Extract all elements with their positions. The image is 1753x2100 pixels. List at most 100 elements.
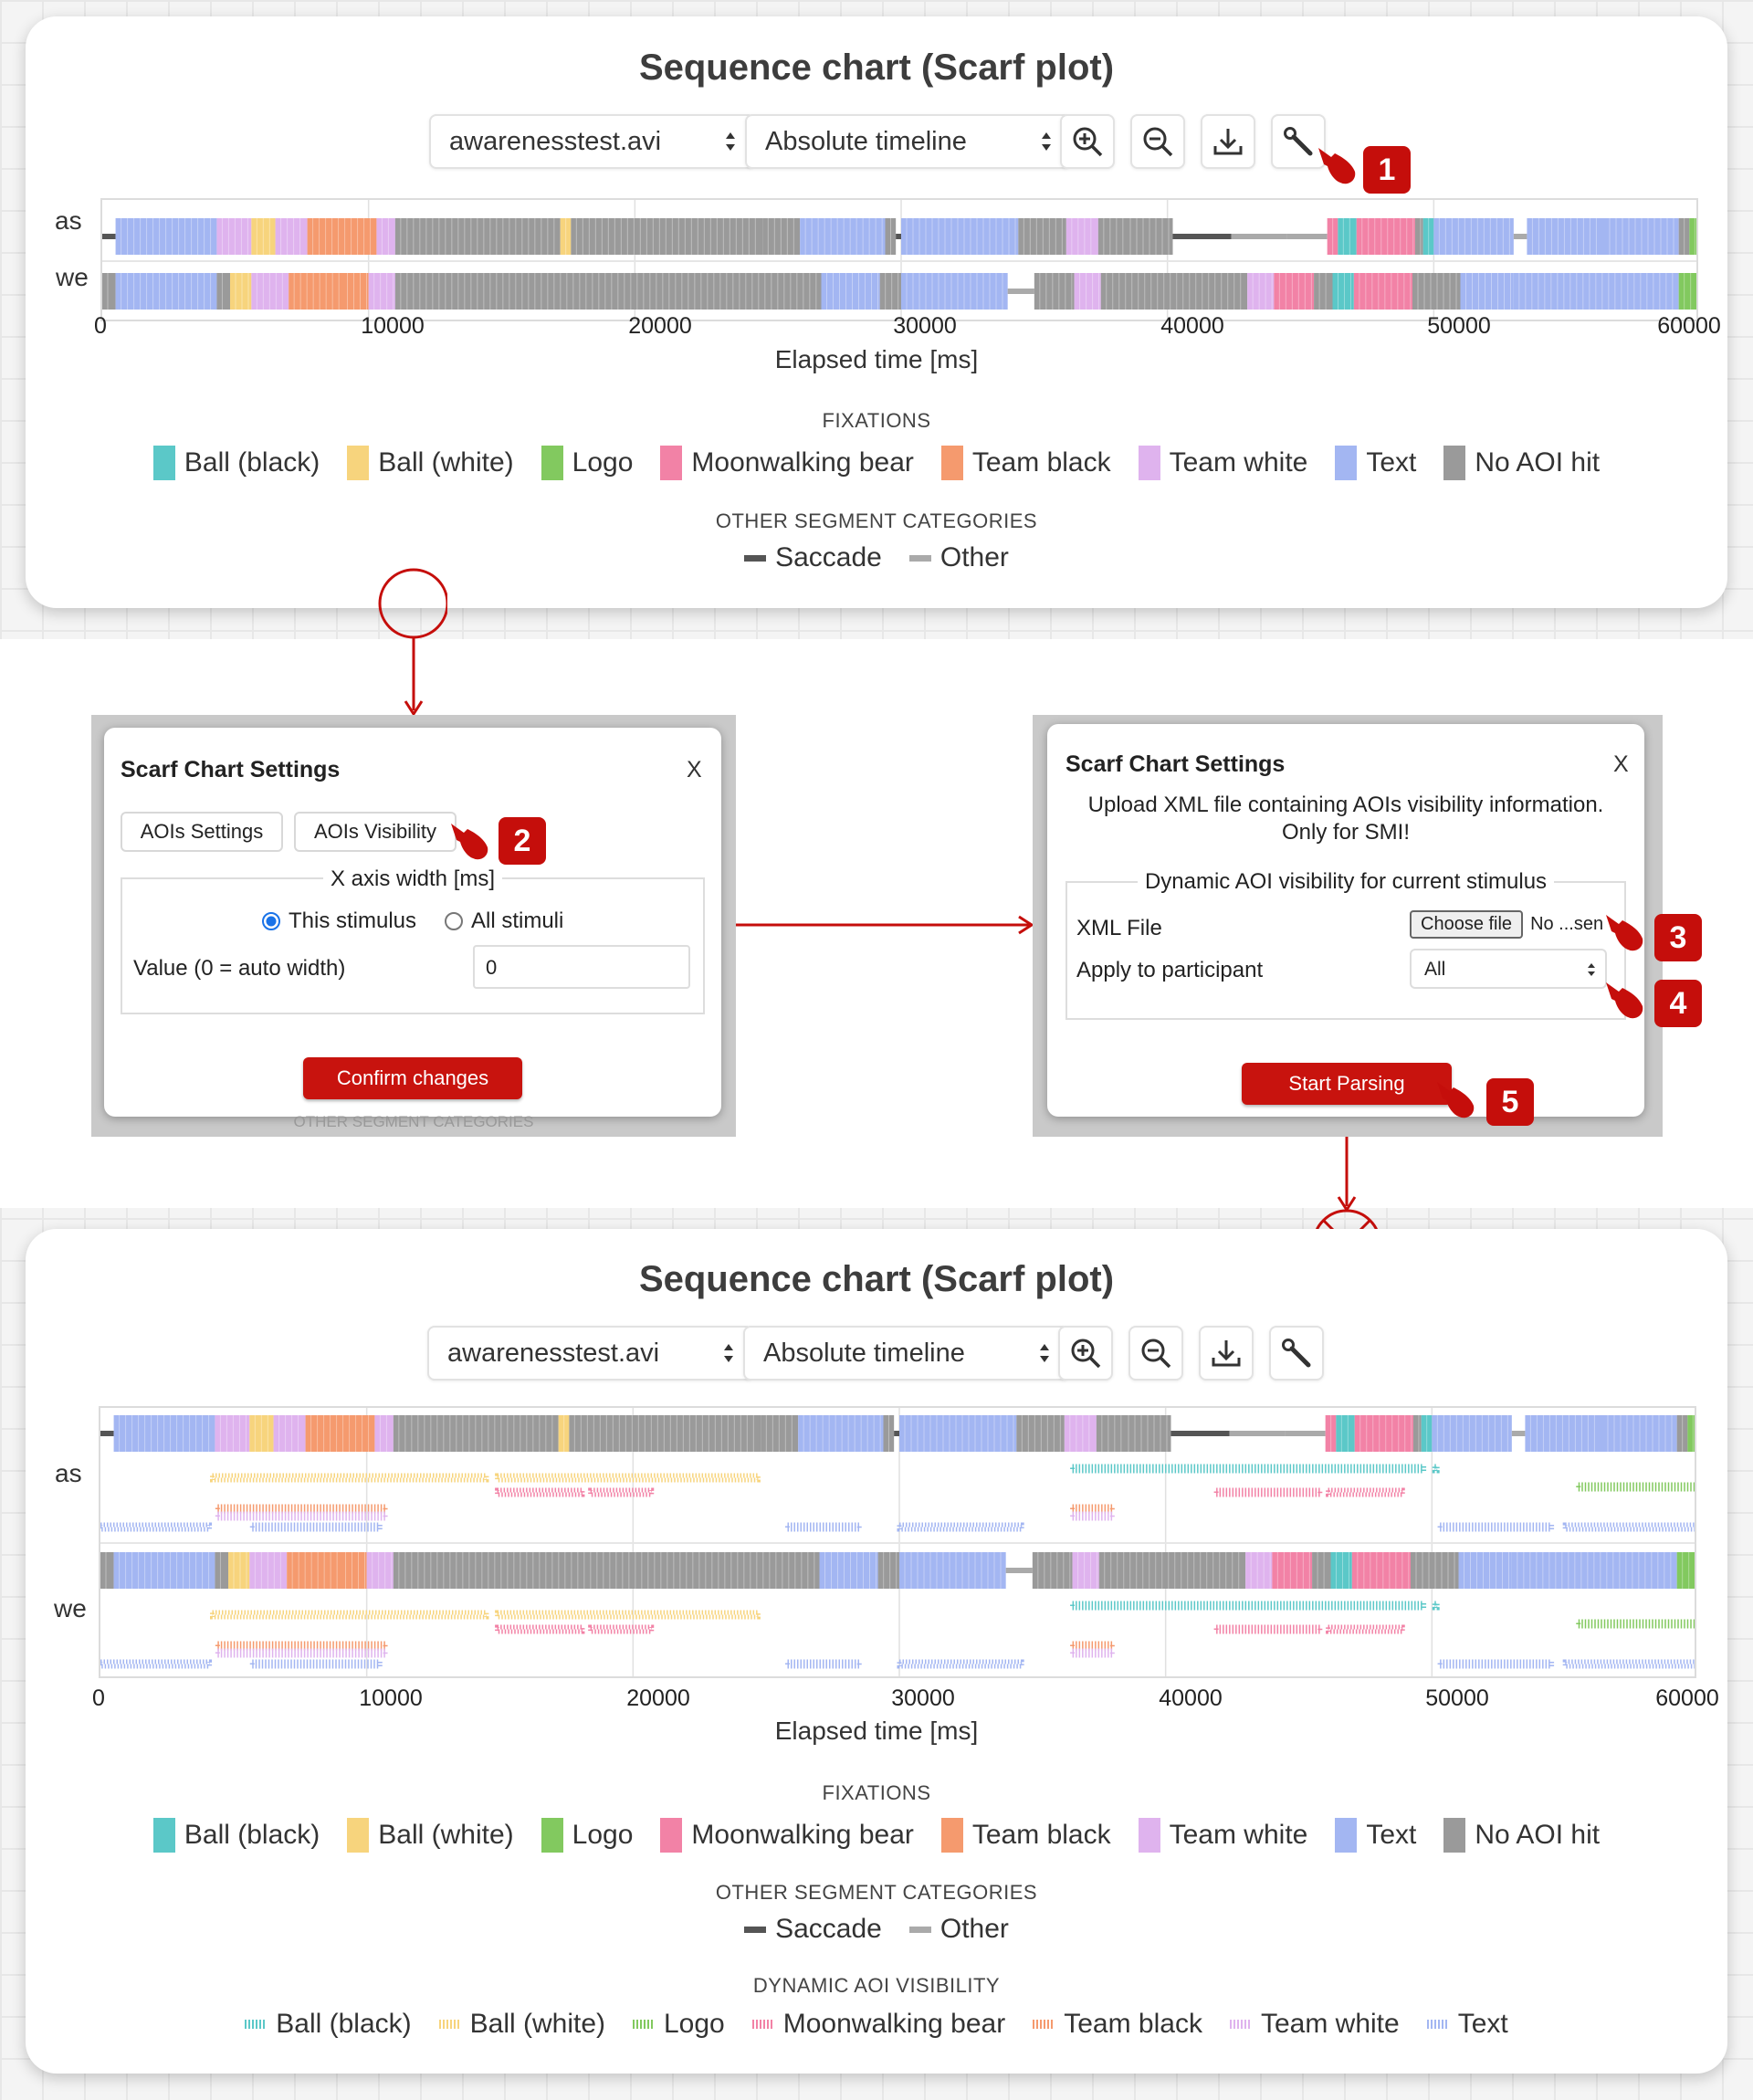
download-button[interactable] xyxy=(1199,1326,1254,1381)
swatch xyxy=(744,554,767,562)
participant-select[interactable]: All xyxy=(1410,949,1607,989)
legend-item[interactable]: No AOI hit xyxy=(1443,1818,1600,1853)
legend-item[interactable]: Team white xyxy=(1138,1818,1307,1853)
legend-item[interactable]: Text xyxy=(1426,2009,1508,2040)
segment-bar xyxy=(215,1552,228,1589)
segment-bar xyxy=(1274,273,1315,310)
zoom-out-button[interactable] xyxy=(1128,1326,1183,1381)
segment-bar xyxy=(1007,289,1034,294)
timeline-select[interactable]: Absolute timeline xyxy=(743,1326,1069,1381)
legend-label: Saccade xyxy=(775,542,882,572)
tab-aois-settings[interactable]: AOIs Settings xyxy=(121,812,283,852)
legend-item[interactable]: Team black xyxy=(940,446,1111,480)
segment-bar xyxy=(761,1415,799,1452)
zoom-in-icon xyxy=(1071,1339,1101,1369)
radio-label: This stimulus xyxy=(289,908,417,933)
legend-item[interactable]: Saccade xyxy=(744,542,882,573)
download-button[interactable] xyxy=(1201,114,1255,169)
legend-label: Other xyxy=(939,1914,1009,1944)
legend-item[interactable]: Text xyxy=(1335,1818,1416,1853)
segment-bar xyxy=(374,1415,394,1452)
segment-bar xyxy=(1602,1415,1677,1452)
visibility-interval xyxy=(1070,1641,1115,1651)
visibility-interval xyxy=(1070,1464,1427,1474)
legend-item[interactable]: Ball (white) xyxy=(438,2009,605,2040)
download-icon xyxy=(1212,1340,1241,1367)
legend-item[interactable]: Saccade xyxy=(744,1914,882,1945)
scarf-plot-area xyxy=(100,198,1698,321)
scarf-chart-panel-top: Sequence chart (Scarf plot) awarenesstes… xyxy=(26,16,1727,608)
visibility-interval xyxy=(495,1624,585,1634)
other-segments-legend: Saccade Other xyxy=(26,542,1727,573)
legend-item[interactable]: Moonwalking bear xyxy=(660,1818,914,1853)
confirm-changes-button[interactable]: Confirm changes xyxy=(303,1057,522,1099)
segment-bar xyxy=(1525,1415,1602,1452)
chart-title: Sequence chart (Scarf plot) xyxy=(638,1259,1115,1299)
zoom-in-button[interactable] xyxy=(1058,1326,1113,1381)
legend-item[interactable]: Text xyxy=(1335,446,1416,480)
segment-bar xyxy=(798,1415,884,1452)
legend-item[interactable]: Team white xyxy=(1229,2009,1400,2040)
legend-item[interactable]: Ball (white) xyxy=(347,446,514,480)
swatch xyxy=(940,1818,963,1853)
legend-item[interactable]: Logo xyxy=(633,2009,725,2040)
segment-bar xyxy=(1422,218,1434,255)
zoom-out-button[interactable] xyxy=(1130,114,1185,169)
segment-bar xyxy=(896,234,901,239)
close-button[interactable]: X xyxy=(1613,751,1629,777)
segment-bar xyxy=(289,273,342,310)
legend-item[interactable]: Logo xyxy=(541,1818,633,1853)
xml-file-input[interactable]: Choose file No ...sen xyxy=(1410,908,1618,940)
close-button[interactable]: X xyxy=(687,757,702,782)
swatch xyxy=(908,1926,931,1933)
segment-bar xyxy=(115,218,217,255)
segment-bar xyxy=(821,273,880,310)
segment-bar xyxy=(1689,218,1696,255)
segment-bar xyxy=(393,1415,559,1452)
segment-bar xyxy=(1414,218,1423,255)
stimulus-select[interactable]: awarenesstest.avi xyxy=(429,114,755,169)
segment-bar xyxy=(1125,218,1173,255)
stimulus-select[interactable]: awarenesstest.avi xyxy=(427,1326,753,1381)
x-tick: 20000 xyxy=(626,1685,690,1711)
tab-aois-visibility[interactable]: AOIs Visibility xyxy=(294,812,457,852)
legend-item[interactable]: Other xyxy=(908,542,1009,573)
legend-item[interactable]: Team white xyxy=(1138,446,1307,480)
x-tick: 50000 xyxy=(1427,313,1491,339)
legend-item[interactable]: Ball (black) xyxy=(152,446,320,480)
visibility-interval xyxy=(495,1610,761,1620)
legend-item[interactable]: Moonwalking bear xyxy=(660,446,914,480)
start-parsing-button[interactable]: Start Parsing xyxy=(1242,1063,1452,1105)
radio-this-stimulus[interactable]: This stimulus xyxy=(261,908,416,934)
radio-all-stimuli[interactable]: All stimuli xyxy=(444,908,563,934)
legend-item[interactable]: Team black xyxy=(940,1818,1111,1853)
legend-label: Moonwalking bear xyxy=(691,1820,914,1850)
segment-bar xyxy=(899,1415,1017,1452)
zoom-in-button[interactable] xyxy=(1060,114,1115,169)
segment-bar xyxy=(394,273,822,310)
visibility-interval xyxy=(1070,1504,1115,1514)
legend-item[interactable]: Ball (white) xyxy=(347,1818,514,1853)
legend-item[interactable]: Team black xyxy=(1033,2009,1202,2040)
settings-button[interactable] xyxy=(1269,1326,1324,1381)
settings-button[interactable] xyxy=(1271,114,1326,169)
legend-item[interactable]: Moonwalking bear xyxy=(751,2009,1005,2040)
legend-item[interactable]: Other xyxy=(908,1914,1009,1945)
choose-file-button[interactable]: Choose file xyxy=(1410,909,1524,939)
segment-bar xyxy=(251,273,289,310)
segment-bar xyxy=(287,1552,341,1589)
legend-item[interactable]: Ball (black) xyxy=(152,1818,320,1853)
segment-bar xyxy=(100,1431,114,1436)
swatch xyxy=(1443,1818,1466,1853)
width-value-input[interactable]: 0 xyxy=(473,945,690,989)
participant-label: as xyxy=(55,1459,82,1487)
timeline-select[interactable]: Absolute timeline xyxy=(745,114,1071,169)
visibility-interval xyxy=(785,1522,862,1532)
visibility-interval xyxy=(1562,1659,1695,1669)
legend-item[interactable]: Logo xyxy=(541,446,633,480)
x-axis-label: Elapsed time [ms] xyxy=(774,345,979,373)
segment-bar xyxy=(394,218,561,255)
x-tick: 50000 xyxy=(1425,1685,1489,1711)
legend-item[interactable]: Ball (black) xyxy=(245,2009,412,2040)
legend-item[interactable]: No AOI hit xyxy=(1443,446,1600,480)
